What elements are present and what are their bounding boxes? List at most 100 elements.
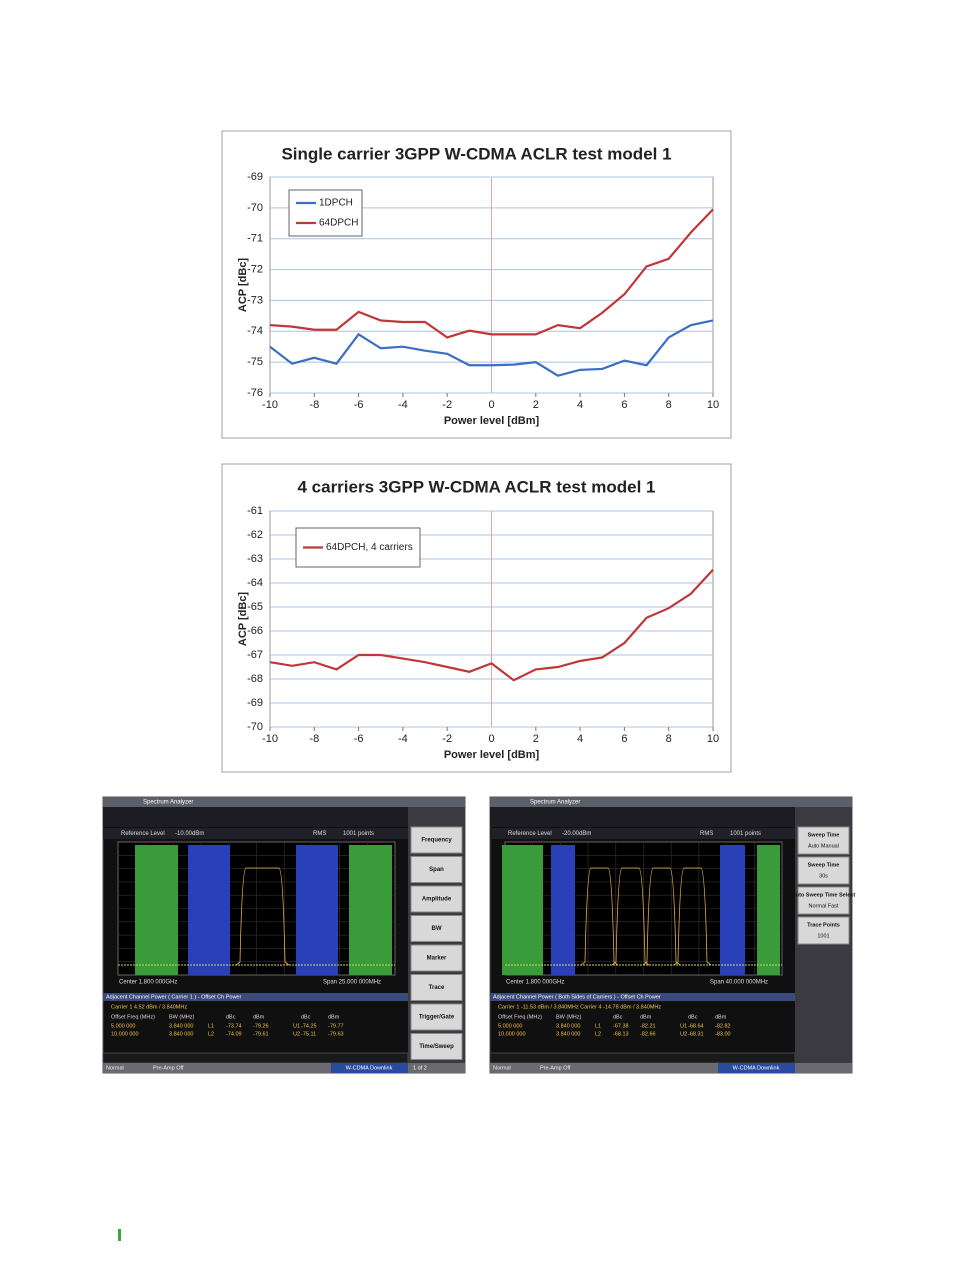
chart-title: 4 carriers 3GPP W-CDMA ACLR test model 1 xyxy=(297,477,655,496)
y-tick-label: -76 xyxy=(247,387,263,399)
x-tick-label: -6 xyxy=(354,733,364,745)
menu-button[interactable] xyxy=(410,1003,463,1031)
menu-button[interactable] xyxy=(797,856,850,885)
status-left: Normal xyxy=(106,1065,124,1071)
x-tick-label: 10 xyxy=(707,733,719,745)
channel-band xyxy=(551,845,575,975)
y-tick-label: -64 xyxy=(247,577,263,589)
y-axis-label: ACP [dBc] xyxy=(237,258,249,313)
points: 1001 points xyxy=(730,831,761,837)
analyzer-screenshot: Spectrum Analyzer Reference Level -20.00dB… xyxy=(489,796,855,1074)
center-freq: Center 1.800 000GHz xyxy=(506,980,564,986)
menu-button[interactable] xyxy=(797,886,850,915)
menu-label: Amplitude xyxy=(422,897,452,903)
table-cell: -67.38 xyxy=(613,1023,629,1029)
x-tick-label: 6 xyxy=(621,399,627,411)
table-cell: L1 xyxy=(595,1023,601,1029)
menu-button[interactable] xyxy=(410,826,463,854)
menu-label: Trace xyxy=(429,985,445,991)
y-tick-label: -63 xyxy=(247,553,263,565)
x-tick-label: -2 xyxy=(442,733,452,745)
channel-band xyxy=(757,845,780,975)
menu-label: BW xyxy=(432,926,442,932)
table-header: dBm xyxy=(715,1014,727,1020)
x-tick-label: 4 xyxy=(577,399,583,411)
table-cell: -68.31 xyxy=(688,1031,704,1037)
table-cell: L2 xyxy=(595,1031,601,1037)
detector: RMS xyxy=(700,831,713,837)
x-tick-label: 8 xyxy=(666,399,672,411)
ref-bar xyxy=(103,828,408,839)
menu-label: Marker xyxy=(427,956,447,962)
ref-label: Reference Level xyxy=(508,831,552,837)
x-tick-label: 0 xyxy=(488,733,494,745)
menu-label: Trace Points xyxy=(807,922,840,928)
table-cell: -68.64 xyxy=(688,1023,704,1029)
y-tick-label: -69 xyxy=(247,171,263,183)
menu-label: Frequency xyxy=(421,838,452,844)
chart-frame xyxy=(221,463,732,773)
x-tick-label: 0 xyxy=(488,399,494,411)
menu-button[interactable] xyxy=(410,1033,463,1060)
table-cell: -79.63 xyxy=(328,1031,344,1037)
menu-button[interactable] xyxy=(410,974,463,1001)
y-tick-label: -70 xyxy=(247,721,263,733)
y-tick-label: -70 xyxy=(247,202,263,214)
menu-button[interactable] xyxy=(410,856,463,883)
ref-value: -10.00dBm xyxy=(175,831,204,837)
table-cell: -74.25 xyxy=(301,1023,317,1029)
menu-label: Sweep Time xyxy=(808,832,840,838)
table-cell: L1 xyxy=(208,1023,214,1029)
carrier-power: Carrier 1 4.52 dBm / 3.840MHz xyxy=(111,1004,187,1010)
menu-button[interactable] xyxy=(797,826,850,855)
analyzer-screenshot: Spectrum Analyzer Reference Level -10.00dB… xyxy=(102,796,466,1074)
menu-button[interactable] xyxy=(410,915,463,942)
settings-bar xyxy=(490,807,795,827)
menu-button[interactable] xyxy=(410,944,463,972)
status-right: W-CDMA Downlink xyxy=(733,1065,780,1071)
x-tick-label: 2 xyxy=(533,399,539,411)
y-axis-label: ACP [dBc] xyxy=(237,592,249,647)
table-cell: L2 xyxy=(208,1031,214,1037)
table-header: dBc xyxy=(226,1014,236,1020)
x-tick-label: 4 xyxy=(577,733,583,745)
table-cell: 5.000 000 xyxy=(498,1023,522,1029)
table-header: dBm xyxy=(640,1014,652,1020)
x-tick-label: -4 xyxy=(398,399,408,411)
settings-bar xyxy=(103,807,408,827)
menu-value: Auto Manual xyxy=(808,843,839,849)
menu-button[interactable] xyxy=(410,885,463,913)
marker-bar xyxy=(489,1052,796,1064)
status-right-bg xyxy=(331,1063,408,1073)
table-cell: U2 xyxy=(293,1031,300,1037)
y-tick-label: -68 xyxy=(247,673,263,685)
table-header: Offset Freq (MHz) xyxy=(498,1014,542,1020)
y-tick-label: -61 xyxy=(247,505,263,517)
table-cell: 3.840 000 xyxy=(169,1031,193,1037)
carrier-trace xyxy=(611,867,650,966)
table-header: dBm xyxy=(253,1014,265,1020)
table-header: dBm xyxy=(328,1014,340,1020)
carrier-trace xyxy=(673,867,712,966)
x-tick-label: -6 xyxy=(354,399,364,411)
title-bar xyxy=(490,797,852,807)
table-header: Offset Freq (MHz) xyxy=(111,1014,155,1020)
status-mid: Pre-Amp Off xyxy=(153,1065,184,1071)
menu-button[interactable] xyxy=(797,916,850,945)
acp-title: Adjacent Channel Power ( Carrier 1 ) - O… xyxy=(106,994,241,1000)
ref-value: -20.00dBm xyxy=(562,831,591,837)
app-title: Spectrum Analyzer xyxy=(143,800,193,806)
legend-label: 1DPCH xyxy=(319,198,353,209)
title-bar xyxy=(103,797,465,807)
carrier-trace xyxy=(580,867,619,966)
chart-frame xyxy=(221,130,732,439)
y-tick-label: -65 xyxy=(247,601,263,613)
channel-band xyxy=(296,845,338,975)
table-header: dBc xyxy=(301,1014,311,1020)
menu-value: Normal Fast xyxy=(809,903,839,909)
status-right: W-CDMA Downlink xyxy=(346,1065,393,1071)
x-tick-label: -10 xyxy=(262,733,278,745)
legend-label: 64DPCH xyxy=(319,218,358,229)
y-tick-label: -73 xyxy=(247,294,263,306)
